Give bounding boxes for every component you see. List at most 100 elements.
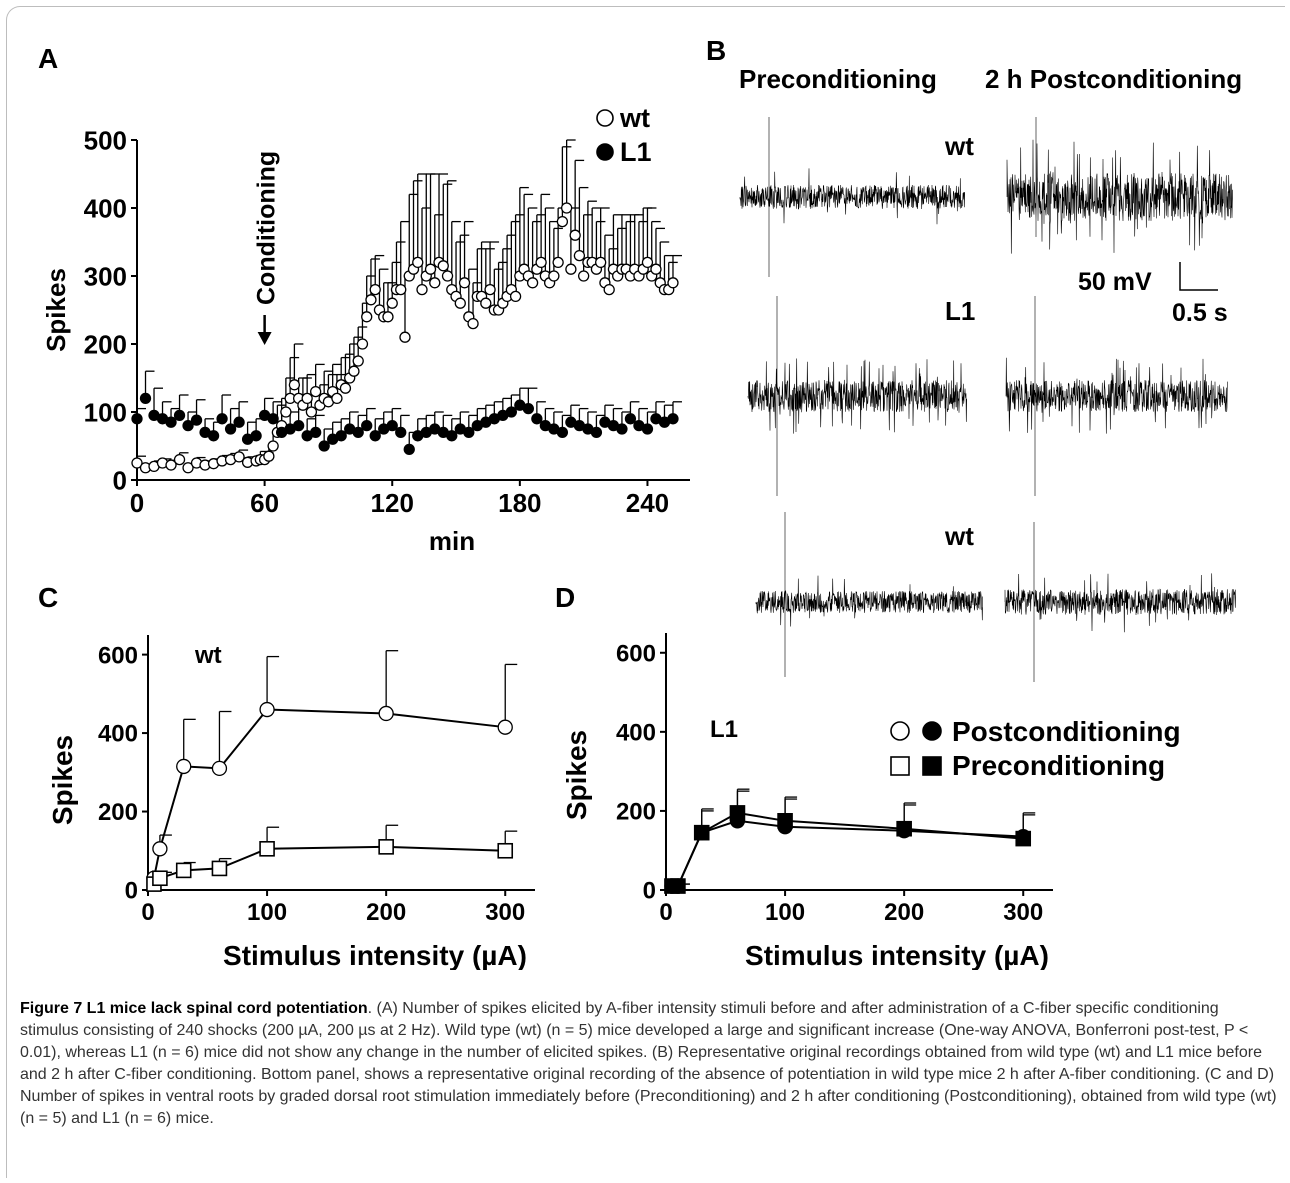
- chart-a-l1-point: [446, 430, 458, 442]
- chart-a-x-tick-label: 120: [371, 488, 414, 518]
- chart-a-wt-point: [535, 256, 547, 269]
- chart-a-l1-point: [131, 413, 143, 425]
- chart-d-x-axis-label: Stimulus intensity (µA): [745, 940, 1049, 970]
- chart-a-l1-point: [522, 402, 535, 415]
- chart-a-wt-point: [382, 311, 394, 323]
- chart-d-title: L1: [710, 716, 738, 743]
- chart-a-l1-point: [616, 423, 628, 435]
- chart-a-wt-point: [595, 256, 607, 269]
- legend-marker-l1: [596, 143, 614, 161]
- chart-a-wt-point: [331, 392, 343, 405]
- chart-a-x-axis-label: min: [429, 526, 475, 556]
- chart-c-x-tick-label: 100: [247, 899, 287, 926]
- chart-d-x-tick-label: 200: [884, 899, 924, 926]
- chart-a-l1-point: [590, 426, 603, 439]
- panel-label-a: A: [38, 43, 58, 74]
- chart-a-wt-point: [573, 249, 586, 262]
- chart-a-wt-point: [395, 283, 407, 296]
- chart-a-l1-point: [505, 406, 517, 418]
- chart-a-wt-point: [458, 277, 471, 289]
- legend-label-preconditioning: Preconditioning: [952, 750, 1165, 781]
- chart-c-y-tick-label: 600: [98, 642, 138, 669]
- trace-l1-preconditioning: [747, 296, 967, 496]
- chart-a-y-axis-label: Spikes: [41, 268, 71, 352]
- chart-a-wt-point: [424, 263, 437, 275]
- chart-c-preconditioning-point: [497, 842, 514, 859]
- caption-text: . (A) Number of spikes elicited by A-fib…: [20, 1000, 1277, 1127]
- chart-a-l1-point: [531, 413, 543, 425]
- chart-d-y-axis-label: Spikes: [561, 730, 592, 820]
- chart-a-x-tick-label: 60: [250, 488, 279, 518]
- chart-a-wt-point: [560, 202, 573, 214]
- chart-a-l1-point: [190, 414, 203, 426]
- chart-a-l1-point: [173, 409, 186, 422]
- chart-a-y-tick-label: 200: [84, 329, 127, 359]
- chart-a-l1-point: [267, 413, 279, 425]
- legend-label-postconditioning: Postconditioning: [952, 716, 1181, 747]
- chart-a-l1-point: [233, 416, 245, 428]
- chart-a-wt-point: [182, 462, 194, 474]
- panel-c-chart: 0 100 200 300 0 200 400 600 Stimulus intensity (…: [47, 635, 535, 970]
- caption-title: Figure 7 L1 mice lack spinal cord potent…: [20, 1000, 368, 1017]
- chart-a-l1-point: [624, 413, 637, 425]
- chart-a-x-tick-label: 240: [626, 488, 669, 518]
- conditioning-arrow-icon: [257, 332, 272, 345]
- chart-a-wt-point: [369, 283, 381, 296]
- chart-a-wt-point: [437, 260, 449, 272]
- figure-caption: Figure 7 L1 mice lack spinal cord potent…: [20, 998, 1278, 1130]
- chart-a-wt-point: [441, 270, 454, 282]
- chart-a-wt-point: [454, 297, 466, 309]
- trace-wt-postconditioning: [1006, 117, 1233, 254]
- chart-d-preconditioning-point: [896, 820, 912, 837]
- legend-marker-open-circle: [890, 721, 910, 741]
- chart-a-wt-point: [352, 355, 364, 367]
- legend-marker-wt: [596, 109, 614, 127]
- chart-c-x-axis-label: Stimulus intensity (µA): [223, 940, 527, 970]
- chart-a-l1-point: [182, 419, 194, 432]
- chart-a-l1-point: [318, 440, 330, 452]
- chart-a-l1-point: [369, 430, 381, 442]
- chart-a-wt-point: [365, 294, 377, 306]
- legend-label-wt: wt: [619, 103, 650, 133]
- chart-a-y-tick-label: 300: [84, 261, 127, 291]
- chart-d-y-tick-label: 600: [616, 640, 656, 667]
- chart-a-wt-point: [578, 270, 590, 282]
- chart-c-preconditioning-point: [259, 841, 275, 857]
- chart-c-title: wt: [194, 642, 222, 669]
- chart-a-wt-point: [386, 297, 398, 309]
- panel-b-row-label-1: wt: [944, 131, 974, 161]
- chart-a-wt-point: [339, 382, 352, 394]
- chart-a-l1-point: [207, 430, 220, 442]
- chart-a-wt-point: [348, 365, 360, 377]
- chart-c-postconditioning-line: [152, 708, 506, 879]
- chart-d-postconditioning-line: [671, 819, 1024, 888]
- chart-a-wt-point: [526, 277, 539, 289]
- chart-c-postconditioning-point: [497, 719, 513, 735]
- chart-a-l1-point: [395, 426, 407, 439]
- chart-a-wt-point: [429, 277, 441, 289]
- chart-c-x-tick-label: 200: [366, 899, 406, 926]
- chart-c-preconditioning-point: [378, 839, 394, 855]
- chart-a-wt-point: [233, 451, 245, 463]
- chart-a-l1-point: [250, 430, 262, 442]
- chart-a-wt-point: [650, 263, 662, 275]
- chart-a-wt-point: [280, 406, 292, 418]
- panel-b-row-label-2: L1: [945, 296, 975, 326]
- chart-a-wt-point: [301, 392, 313, 405]
- chart-a-y-tick-label: 500: [84, 125, 127, 155]
- chart-a-wt-point: [565, 263, 577, 275]
- chart-a-l1-point: [386, 419, 398, 432]
- chart-d-x-tick-label: 300: [1003, 899, 1043, 926]
- chart-a-wt-point: [267, 440, 279, 452]
- scale-bar-voltage-label: 50 mV: [1078, 268, 1152, 296]
- chart-c-y-axis-label: Spikes: [47, 735, 78, 825]
- trace-wt-a-fiber-preconditioning: [755, 512, 983, 677]
- chart-a-wt-point: [131, 457, 143, 469]
- chart-a-y-tick-label: 400: [84, 193, 127, 223]
- chart-c-preconditioning-point: [211, 860, 228, 877]
- chart-d-x-tick-label: 100: [765, 899, 805, 926]
- chart-c-x-tick-label: 0: [141, 899, 154, 926]
- chart-a-wt-point: [569, 229, 581, 241]
- chart-d-preconditioning-point: [777, 813, 793, 829]
- chart-a-wt-point: [484, 283, 496, 296]
